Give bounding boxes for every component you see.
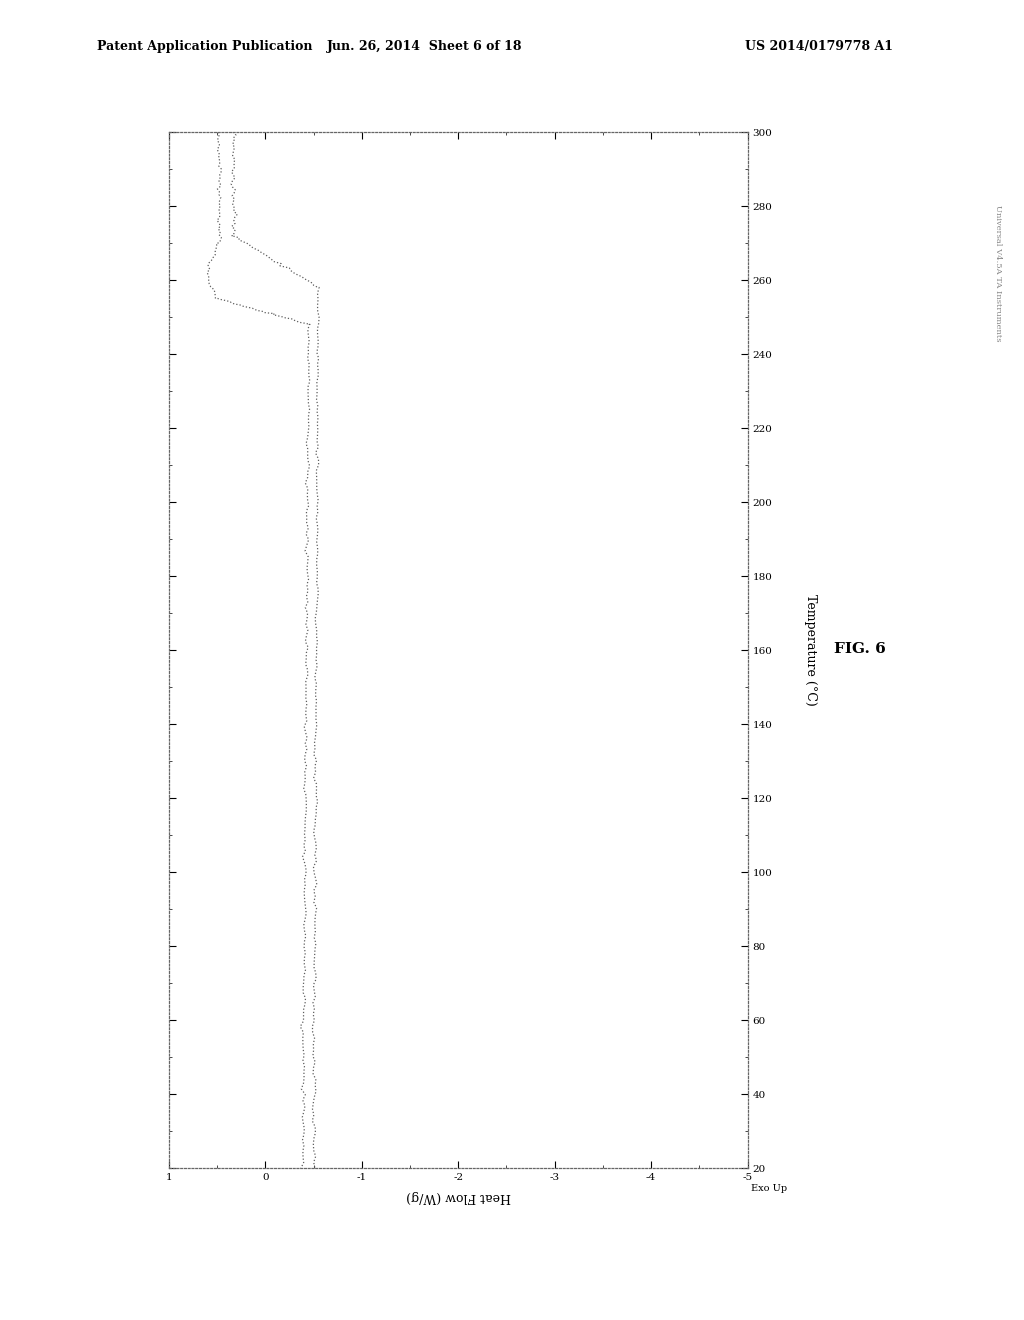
Y-axis label: Temperature (°C): Temperature (°C) <box>804 594 817 706</box>
Text: Jun. 26, 2014  Sheet 6 of 18: Jun. 26, 2014 Sheet 6 of 18 <box>328 40 522 53</box>
Text: FIG. 6: FIG. 6 <box>835 643 886 656</box>
Text: Exo Up: Exo Up <box>751 1184 786 1193</box>
X-axis label: Heat Flow (W/g): Heat Flow (W/g) <box>406 1191 511 1204</box>
Text: US 2014/0179778 A1: US 2014/0179778 A1 <box>745 40 893 53</box>
Text: Universal V4.5A TA Instruments: Universal V4.5A TA Instruments <box>994 205 1002 341</box>
Text: Patent Application Publication: Patent Application Publication <box>97 40 312 53</box>
